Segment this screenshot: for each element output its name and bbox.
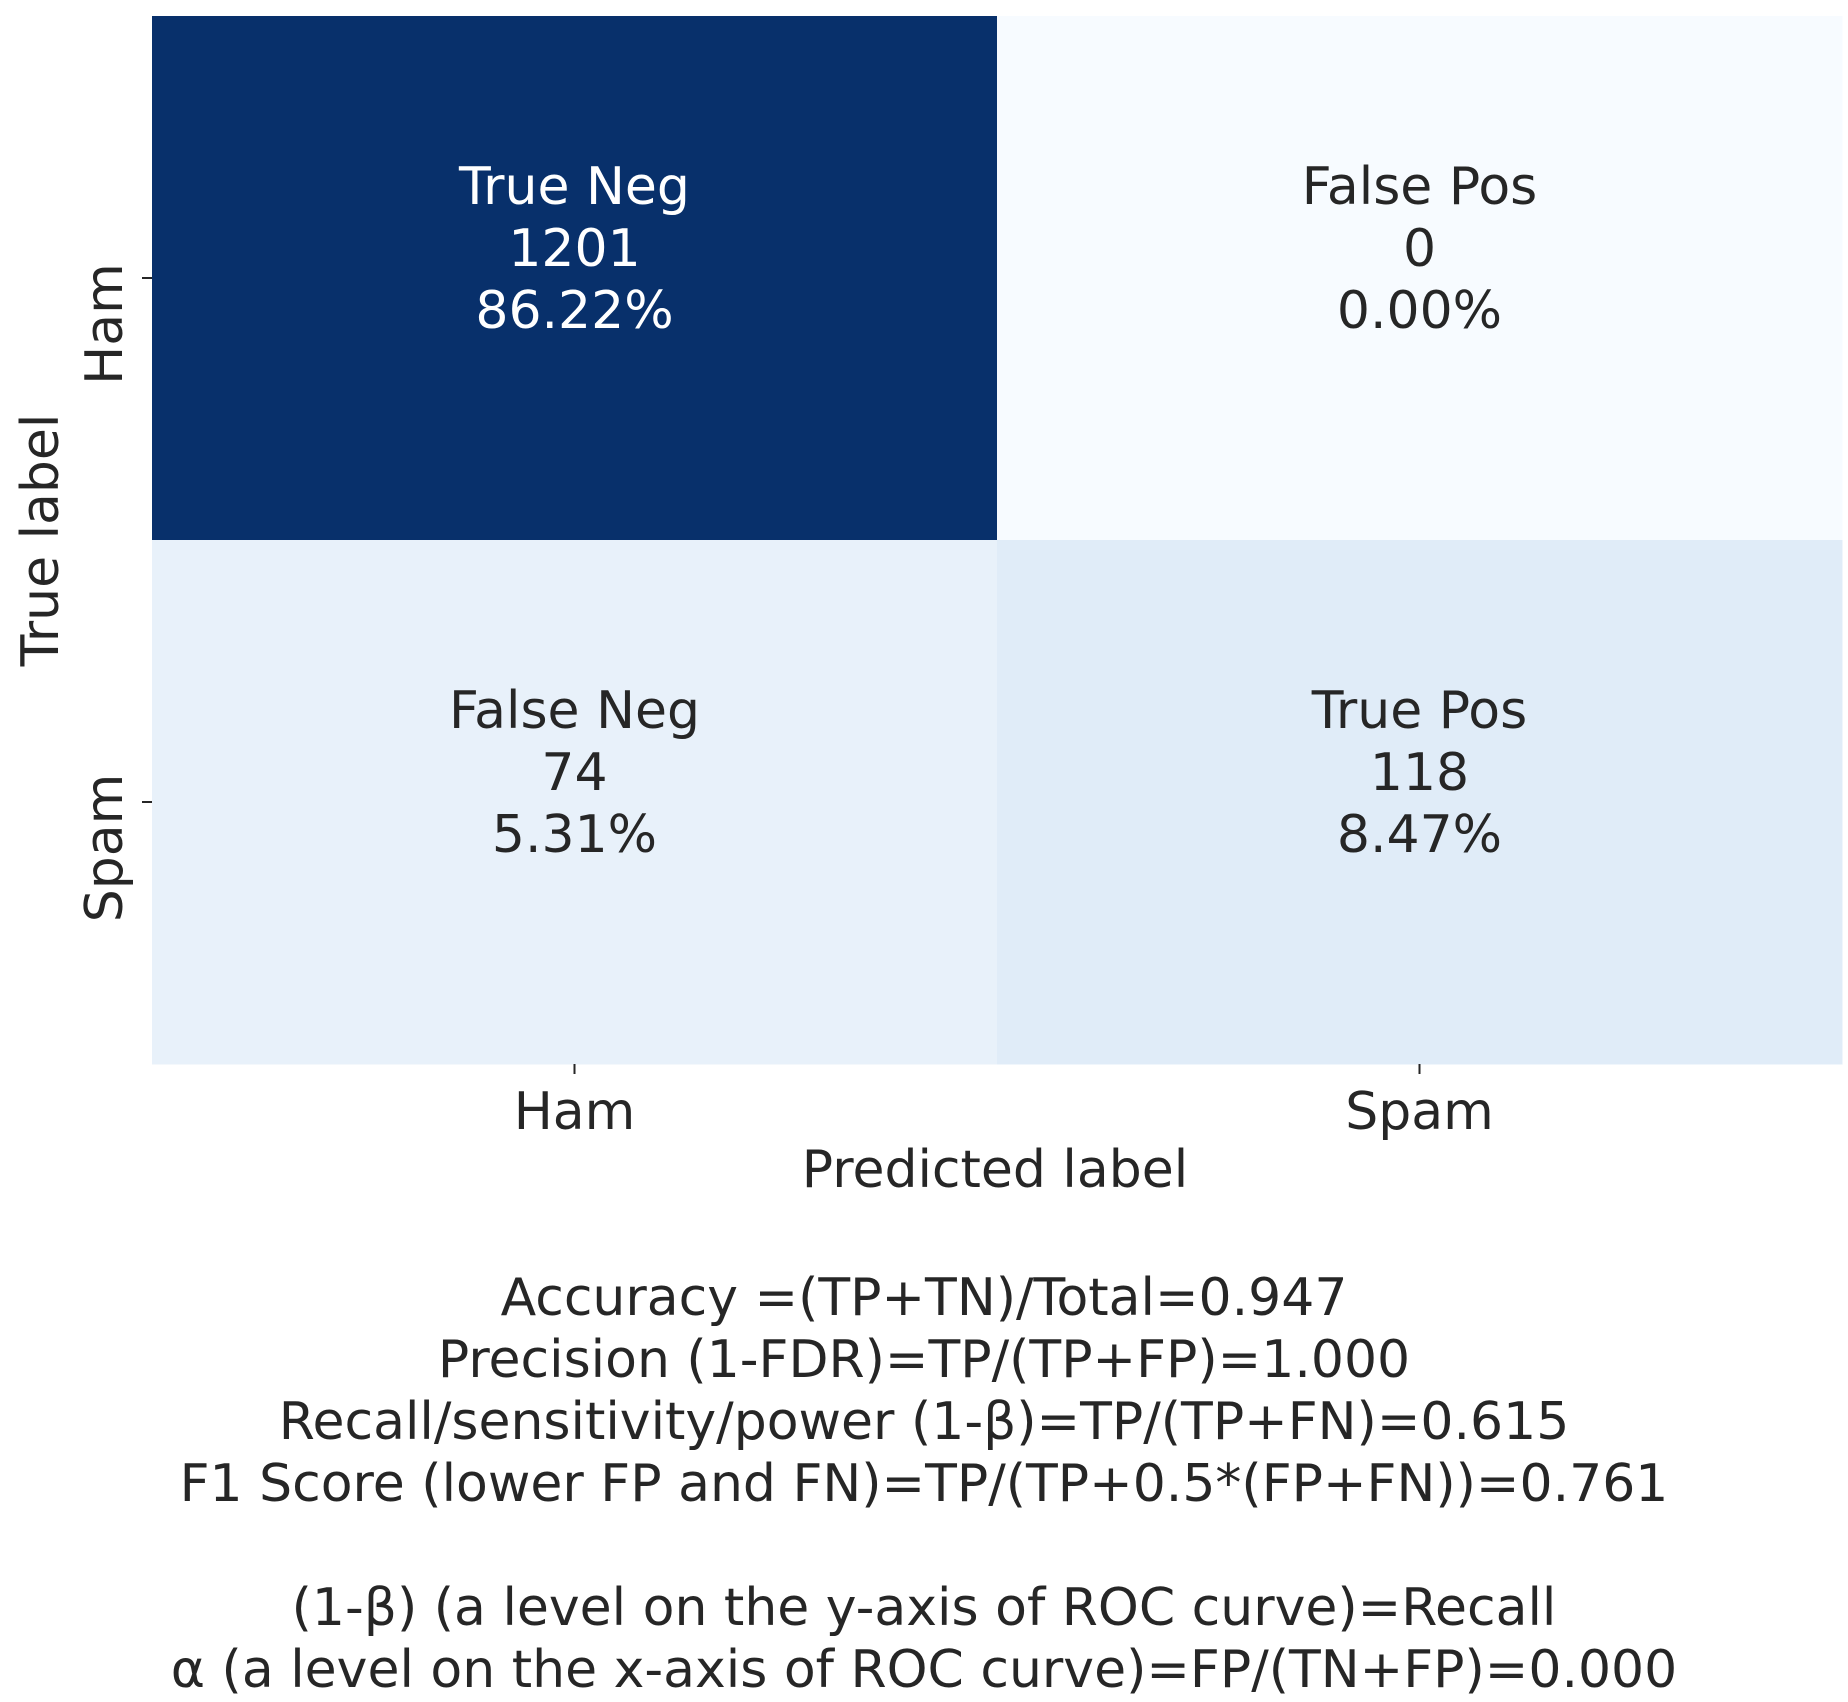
axis-ticks: Ham Spam Ham Spam <box>75 263 1494 1142</box>
spacer <box>0 1515 1848 1577</box>
precision-line: Precision (1-FDR)=TP/(TP+FP)=1.000 <box>437 1330 1411 1390</box>
x-axis-title: Predicted label <box>802 1140 1188 1200</box>
cell-label-true-pos: True Pos <box>1311 681 1527 741</box>
x-tick-label-ham: Ham <box>514 1082 636 1142</box>
alpha-note-line: α (a level on the x-axis of ROC curve)=F… <box>170 1640 1678 1700</box>
heatmap-cell-true-neg <box>152 16 998 541</box>
y-tick-label-spam: Spam <box>75 774 135 923</box>
accuracy-line: Accuracy =(TP+TN)/Total=0.947 <box>500 1268 1348 1328</box>
heatmap-cell-false-pos <box>997 16 1843 541</box>
heatmap-cell-false-neg <box>152 540 998 1065</box>
heatmap-cell-true-pos <box>997 540 1843 1065</box>
cell-label-false-pos: False Pos <box>1302 157 1537 217</box>
cell-count-true-pos: 118 <box>1370 743 1469 803</box>
beta-note-line: (1-β) (a level on the y-axis of ROC curv… <box>291 1578 1557 1638</box>
recall-line: Recall/sensitivity/power (1-β)=TP/(TP+FN… <box>278 1392 1570 1452</box>
cell-percent-false-neg: 5.31% <box>492 805 657 865</box>
y-axis-title: True label <box>11 414 71 668</box>
f1-line: F1 Score (lower FP and FN)=TP/(TP+0.5*(F… <box>179 1454 1669 1514</box>
cell-label-true-neg: True Neg <box>458 157 690 217</box>
cell-count-false-neg: 74 <box>541 743 607 803</box>
cell-percent-false-pos: 0.00% <box>1337 281 1502 341</box>
y-tick-label-ham: Ham <box>75 263 135 385</box>
x-tick-label-spam: Spam <box>1345 1082 1494 1142</box>
cell-count-false-pos: 0 <box>1403 219 1436 279</box>
cell-count-true-neg: 1201 <box>508 219 640 279</box>
metrics-summary: Accuracy =(TP+TN)/Total=0.947 Precision … <box>0 1267 1848 1701</box>
cell-label-false-neg: False Neg <box>449 681 700 741</box>
cell-percent-true-pos: 8.47% <box>1337 805 1502 865</box>
cell-percent-true-neg: 86.22% <box>475 281 673 341</box>
